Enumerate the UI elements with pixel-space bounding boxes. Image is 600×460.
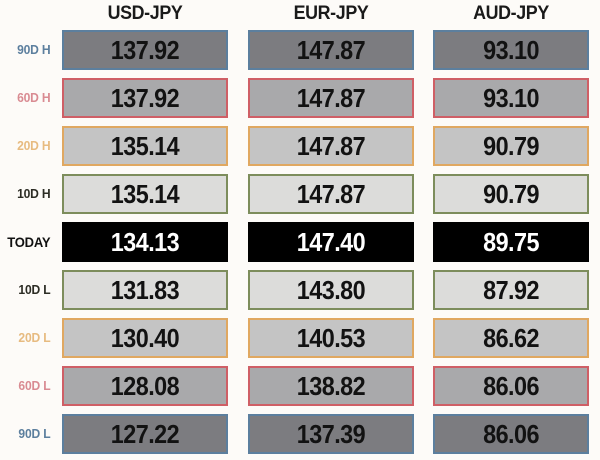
value-cell: 86.06 [433,414,589,454]
column-header-row: USD-JPY EUR-JPY AUD-JPY [0,0,600,28]
value-cell: 93.10 [433,30,589,70]
cell-value-text: 135.14 [110,131,180,161]
value-cell: 134.13 [62,222,228,262]
value-cell: 131.83 [62,270,228,310]
row-label: 60D H [17,90,51,105]
value-cell: 137.92 [62,30,228,70]
column-header-usd-jpy: USD-JPY [107,3,183,24]
cell-value-text: 93.10 [483,83,539,113]
cell-value-text: 137.92 [110,35,180,65]
cell-value-text: 130.40 [110,323,180,353]
cell-value-text: 135.14 [110,179,180,209]
table-row: 60D L 128.08 138.82 86.06 [0,366,600,406]
value-cell: 147.87 [248,78,414,118]
table-row: 10D L 131.83 143.80 87.92 [0,270,600,310]
value-cell: 137.92 [62,78,228,118]
table-row: 90D H 137.92 147.87 93.10 [0,30,600,70]
value-cell: 86.62 [433,318,589,358]
cell-value-text: 147.87 [296,35,366,65]
row-label: 20D L [18,330,51,345]
cell-value-text: 140.53 [296,323,366,353]
table-row: TODAY 134.13 147.40 89.75 [0,222,600,262]
value-cell: 128.08 [62,366,228,406]
cell-value-text: 147.87 [296,83,366,113]
cell-value-text: 138.82 [296,371,366,401]
cell-value-text: 134.13 [110,227,180,257]
cell-value-text: 86.06 [483,419,539,449]
table-row: 90D L 127.22 137.39 86.06 [0,414,600,454]
cell-value-text: 137.92 [110,83,180,113]
value-cell: 147.87 [248,174,414,214]
table-row: 20D H 135.14 147.87 90.79 [0,126,600,166]
value-cell: 140.53 [248,318,414,358]
cell-value-text: 128.08 [110,371,180,401]
value-cell: 86.06 [433,366,589,406]
cell-value-text: 143.80 [296,275,366,305]
levels-grid: 90D H 137.92 147.87 93.10 60D H 137.92 147.87 9… [0,28,600,460]
row-label: 90D L [18,426,51,441]
value-cell: 89.75 [433,222,589,262]
row-label: 90D H [17,42,51,57]
cell-value-text: 86.62 [483,323,539,353]
value-cell: 130.40 [62,318,228,358]
cell-value-text: 89.75 [483,227,539,257]
value-cell: 90.79 [433,126,589,166]
cell-value-text: 137.39 [296,419,366,449]
value-cell: 137.39 [248,414,414,454]
row-label: 10D L [18,282,51,297]
cell-value-text: 147.87 [296,131,366,161]
cell-value-text: 90.79 [483,131,539,161]
value-cell: 147.87 [248,126,414,166]
value-cell: 135.14 [62,174,228,214]
cell-value-text: 131.83 [110,275,180,305]
row-label: 20D H [17,138,51,153]
column-header-aud-jpy: AUD-JPY [473,3,549,24]
value-cell: 135.14 [62,126,228,166]
value-cell: 127.22 [62,414,228,454]
value-cell: 138.82 [248,366,414,406]
table-row: 60D H 137.92 147.87 93.10 [0,78,600,118]
row-label: 10D H [17,186,51,201]
cell-value-text: 127.22 [110,419,180,449]
value-cell: 87.92 [433,270,589,310]
value-cell: 143.80 [248,270,414,310]
cell-value-text: 90.79 [483,179,539,209]
value-cell: 147.87 [248,30,414,70]
cell-value-text: 147.40 [296,227,366,257]
cell-value-text: 93.10 [483,35,539,65]
column-header-eur-jpy: EUR-JPY [293,3,369,24]
row-label: 60D L [18,378,51,393]
row-label: TODAY [7,234,51,250]
table-row: 10D H 135.14 147.87 90.79 [0,174,600,214]
value-cell: 93.10 [433,78,589,118]
cell-value-text: 87.92 [483,275,539,305]
table-row: 20D L 130.40 140.53 86.62 [0,318,600,358]
cell-value-text: 147.87 [296,179,366,209]
value-cell: 147.40 [248,222,414,262]
cell-value-text: 86.06 [483,371,539,401]
value-cell: 90.79 [433,174,589,214]
